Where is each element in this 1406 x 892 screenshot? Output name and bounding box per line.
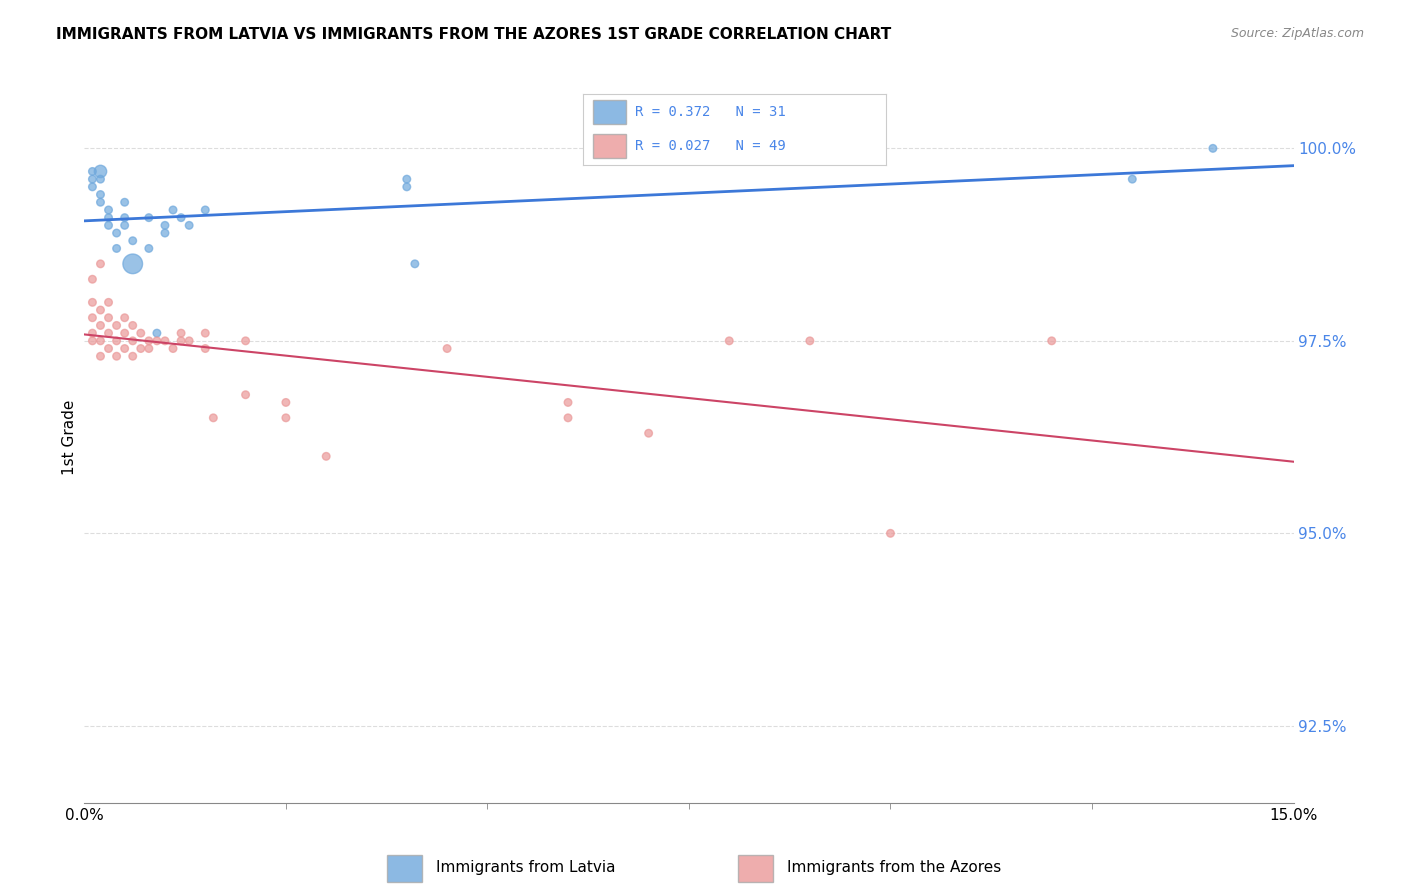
Point <box>1121 172 1143 186</box>
Point <box>97 211 120 225</box>
Bar <box>738 855 773 881</box>
Text: Immigrants from the Azores: Immigrants from the Azores <box>787 860 1001 875</box>
Point <box>404 257 426 271</box>
Point <box>121 257 143 271</box>
Point <box>114 219 136 233</box>
Point <box>274 410 297 425</box>
Point <box>138 211 160 225</box>
Point <box>179 334 201 348</box>
Point <box>89 164 111 178</box>
Point <box>97 202 120 217</box>
Point <box>105 226 128 240</box>
Point <box>82 179 104 194</box>
Point <box>121 318 143 333</box>
Point <box>436 342 458 356</box>
Point <box>114 342 136 356</box>
Point <box>97 295 120 310</box>
Bar <box>387 855 422 881</box>
Point <box>235 334 257 348</box>
Point <box>557 410 579 425</box>
Point <box>129 326 152 340</box>
Point <box>153 334 176 348</box>
Point <box>138 334 160 348</box>
Point <box>138 342 160 356</box>
Point <box>97 326 120 340</box>
Point <box>637 426 659 441</box>
Text: IMMIGRANTS FROM LATVIA VS IMMIGRANTS FROM THE AZORES 1ST GRADE CORRELATION CHART: IMMIGRANTS FROM LATVIA VS IMMIGRANTS FRO… <box>56 27 891 42</box>
Point <box>138 242 160 256</box>
Point <box>89 318 111 333</box>
Point <box>114 195 136 210</box>
Point <box>121 234 143 248</box>
Point <box>89 187 111 202</box>
Point <box>121 334 143 348</box>
Point <box>146 334 169 348</box>
Point <box>194 202 217 217</box>
Text: Immigrants from Latvia: Immigrants from Latvia <box>436 860 616 875</box>
Point <box>179 219 201 233</box>
Point <box>879 526 901 541</box>
Point <box>89 172 111 186</box>
Point <box>153 226 176 240</box>
Point <box>194 326 217 340</box>
Point <box>105 318 128 333</box>
Point <box>82 310 104 325</box>
Point <box>274 395 297 409</box>
Point <box>114 310 136 325</box>
Point <box>1202 141 1225 155</box>
Point <box>82 172 104 186</box>
Bar <box>592 135 626 158</box>
Text: R = 0.027   N = 49: R = 0.027 N = 49 <box>636 139 786 153</box>
Point <box>1040 334 1063 348</box>
Point <box>105 242 128 256</box>
Point <box>82 326 104 340</box>
Text: Source: ZipAtlas.com: Source: ZipAtlas.com <box>1230 27 1364 40</box>
Point <box>114 211 136 225</box>
Point <box>395 172 418 186</box>
Point <box>315 450 337 464</box>
Point <box>162 202 184 217</box>
Point <box>202 410 225 425</box>
Text: R = 0.372   N = 31: R = 0.372 N = 31 <box>636 105 786 120</box>
Point <box>105 334 128 348</box>
Point <box>194 342 217 356</box>
Point <box>170 334 193 348</box>
Point <box>129 342 152 356</box>
Y-axis label: 1st Grade: 1st Grade <box>62 400 77 475</box>
Point <box>89 257 111 271</box>
Point <box>97 219 120 233</box>
Point <box>153 219 176 233</box>
Point <box>105 349 128 363</box>
Point <box>97 342 120 356</box>
Point <box>235 388 257 402</box>
Point <box>82 295 104 310</box>
Point <box>82 334 104 348</box>
Point <box>121 349 143 363</box>
Point <box>97 310 120 325</box>
Bar <box>592 100 626 124</box>
Point <box>395 179 418 194</box>
Point <box>162 342 184 356</box>
Point <box>89 334 111 348</box>
Point <box>146 326 169 340</box>
Point <box>799 334 821 348</box>
Point <box>89 349 111 363</box>
Point <box>718 334 741 348</box>
Point <box>89 303 111 318</box>
Point <box>82 272 104 286</box>
Point <box>89 195 111 210</box>
Point <box>114 326 136 340</box>
Point <box>557 395 579 409</box>
Point <box>170 326 193 340</box>
Point <box>82 164 104 178</box>
Point <box>170 211 193 225</box>
